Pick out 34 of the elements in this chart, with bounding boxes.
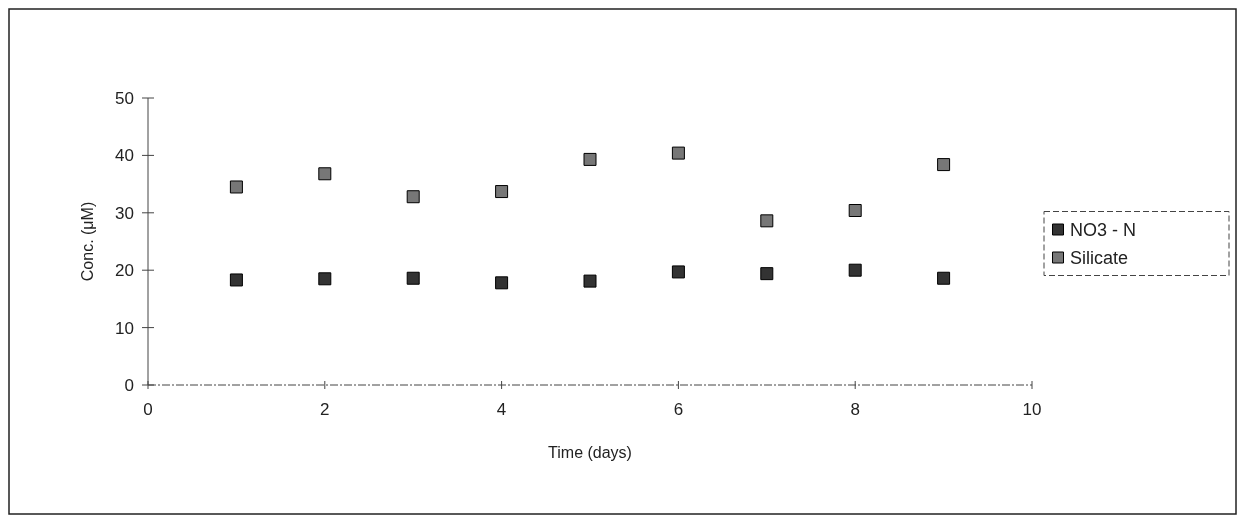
y-tick-label: 20	[115, 261, 134, 281]
legend-label: NO3 - N	[1070, 219, 1137, 240]
point	[848, 204, 862, 217]
x-tick-label: 8	[850, 400, 860, 419]
x-tick-label: 0	[143, 400, 153, 419]
point	[671, 146, 685, 160]
point	[318, 272, 332, 286]
x-tick-label: 4	[496, 400, 507, 419]
y-tick-label: 50	[115, 88, 134, 108]
legend-label: Silicate	[1070, 247, 1129, 268]
point	[848, 263, 862, 277]
point	[406, 271, 420, 285]
y-axis-title: Conc. (μM)	[79, 201, 96, 282]
point	[937, 158, 951, 172]
y-tick-label: 10	[115, 318, 134, 338]
x-axis-title: Time (days)	[548, 444, 632, 461]
point	[671, 265, 685, 279]
point	[583, 152, 597, 166]
point	[495, 185, 509, 199]
point	[760, 267, 774, 281]
x-tick-label: 2	[320, 400, 330, 419]
point	[937, 271, 951, 285]
x-tick-label: 6	[673, 400, 684, 419]
x-tick-label: 10	[1022, 400, 1042, 419]
point	[229, 180, 243, 194]
point	[495, 276, 509, 290]
y-tick-label: 0	[124, 375, 134, 395]
point	[229, 273, 243, 287]
point	[406, 190, 420, 204]
y-tick-label: 40	[115, 146, 134, 166]
point	[583, 274, 597, 288]
point	[760, 214, 774, 228]
point	[318, 167, 332, 181]
y-tick-label: 30	[115, 203, 134, 223]
